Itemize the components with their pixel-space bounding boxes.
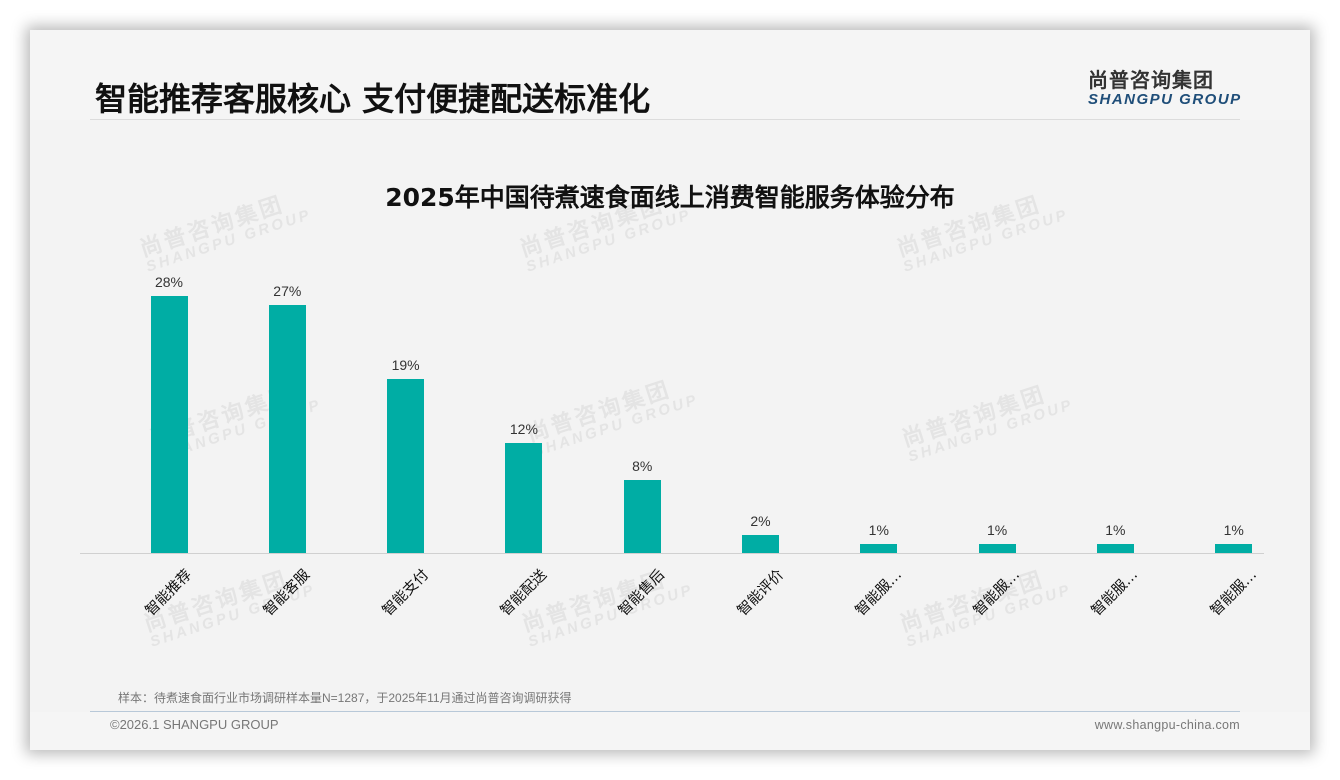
bar[interactable] xyxy=(387,378,425,553)
bar-group: 1% xyxy=(1096,259,1134,553)
x-axis-tick-label: 智能服… xyxy=(852,566,905,620)
bar-group: 1% xyxy=(1215,259,1253,553)
x-axis-tick-label: 智能评价 xyxy=(734,566,787,620)
bar[interactable] xyxy=(1096,543,1134,553)
bar-value-label: 27% xyxy=(273,283,302,300)
logo-text-en: SHANGPU GROUP xyxy=(1088,91,1242,108)
x-axis-tick-label: 智能售后 xyxy=(616,566,669,620)
header-divider xyxy=(90,119,1240,120)
bar-value-label: 1% xyxy=(1105,521,1126,538)
x-axis-tick-label: 智能服… xyxy=(1207,566,1260,620)
sample-note: 样本：待煮速食面行业市场调研样本量N=1287，于2025年11月通过尚普咨询调… xyxy=(118,691,572,705)
bar-value-label: 19% xyxy=(391,356,420,373)
x-axis-tick-label: 智能服… xyxy=(1089,566,1142,620)
bar-group: 28% xyxy=(150,259,188,553)
bar[interactable] xyxy=(505,442,543,553)
watermark-text-en: SHANGPU GROUP xyxy=(525,580,696,651)
watermark-text-cn: 尚普咨询集团 xyxy=(519,567,670,638)
bar-group: 1% xyxy=(860,259,898,553)
bar[interactable] xyxy=(623,479,661,553)
bar-value-label: 2% xyxy=(750,512,771,529)
header-band xyxy=(30,30,1310,120)
bar-chart-plot: 28% 27% 19% 12% 8% 2% 1% 1% 1% 1% xyxy=(80,260,1264,554)
footer-band xyxy=(30,712,1310,750)
bar[interactable] xyxy=(978,543,1016,553)
watermark: 尚普咨询集团 SHANGPU GROUP xyxy=(517,554,696,650)
x-axis-tick-label: 智能支付 xyxy=(379,566,432,620)
bar-group: 12% xyxy=(505,259,543,553)
bar-value-label: 1% xyxy=(986,521,1008,538)
bar[interactable] xyxy=(268,305,306,553)
x-axis-tick-label: 智能推荐 xyxy=(142,566,196,620)
x-axis-tick-label: 智能配送 xyxy=(497,566,551,620)
x-axis-tick-label: 智能服… xyxy=(970,566,1024,620)
bar-group: 27% xyxy=(268,259,306,553)
logo-text-cn: 尚普咨询集团 xyxy=(1088,68,1214,92)
footer-divider xyxy=(90,711,1240,712)
chart-title: 2025年中国待煮速食面线上消费智能服务体验分布 xyxy=(385,183,955,212)
bar[interactable] xyxy=(742,534,779,553)
website-link[interactable]: www.shangpu-china.com xyxy=(1094,718,1240,732)
bar-value-label: 1% xyxy=(1223,521,1244,538)
x-axis-tick-label: 智能客服 xyxy=(261,566,314,620)
bar-value-label: 12% xyxy=(509,420,538,437)
slide: 智能推荐客服核心 支付便捷配送标准化 尚普咨询集团 SHANGPU GROUP … xyxy=(30,30,1310,750)
bar-value-label: 1% xyxy=(868,521,889,538)
x-axis-line xyxy=(80,553,1264,554)
bar-group: 19% xyxy=(387,259,425,553)
bar-value-label: 28% xyxy=(154,273,184,290)
copyright: ©2026.1 SHANGPU GROUP xyxy=(110,717,279,732)
bar-group: 8% xyxy=(623,259,661,553)
bar-group: 2% xyxy=(742,259,779,553)
page-title: 智能推荐客服核心 支付便捷配送标准化 xyxy=(95,80,651,118)
company-logo: 尚普咨询集团 SHANGPU GROUP xyxy=(1088,64,1242,108)
bar-group: 1% xyxy=(978,259,1016,553)
bar[interactable] xyxy=(150,295,188,553)
bar[interactable] xyxy=(860,543,898,553)
bar[interactable] xyxy=(1215,543,1253,553)
bar-value-label: 8% xyxy=(632,457,653,474)
